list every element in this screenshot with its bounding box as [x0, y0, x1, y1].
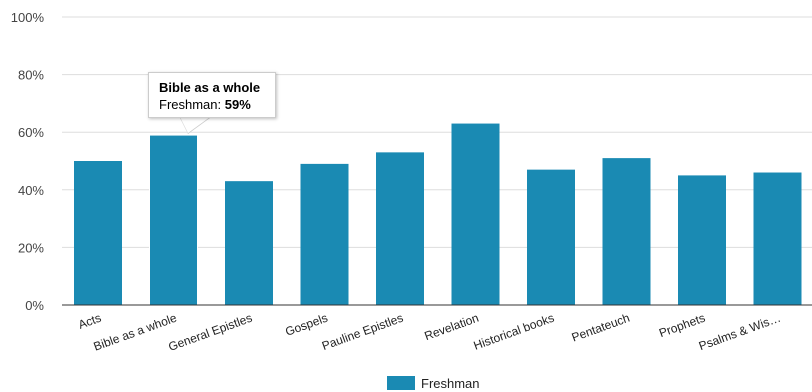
y-tick-label: 100% — [11, 10, 45, 25]
y-tick-label: 80% — [18, 68, 44, 83]
bar[interactable] — [678, 175, 726, 305]
y-tick-label: 20% — [18, 240, 44, 255]
x-tick-label: Acts — [76, 311, 103, 332]
bar[interactable] — [149, 134, 198, 306]
bar[interactable] — [300, 163, 349, 305]
y-tick-label: 0% — [25, 298, 44, 313]
bar[interactable] — [527, 169, 575, 305]
x-tick-label: Prophets — [657, 311, 707, 341]
y-tick-label: 40% — [18, 183, 44, 198]
bar[interactable] — [376, 152, 424, 305]
x-tick-label: Historical books — [472, 311, 556, 353]
tooltip-body: Freshman: 59% — [159, 96, 265, 113]
tooltip-value: 59% — [224, 97, 251, 112]
tooltip-pointer — [180, 117, 210, 133]
x-tick-label: Psalms & Wis… — [697, 311, 783, 354]
tooltip-series-label: Freshman: — [159, 97, 225, 112]
bar[interactable] — [602, 158, 651, 305]
x-tick-label: Bible as a whole — [92, 311, 179, 354]
tooltip-title: Bible as a whole — [159, 80, 261, 95]
bar[interactable] — [74, 161, 122, 305]
chart-tooltip: Bible as a whole Freshman: 59% — [148, 72, 276, 118]
x-tick-label: General Epistles — [167, 311, 255, 354]
x-tick-label: Pauline Epistles — [320, 311, 405, 353]
x-tick-label: Gospels — [283, 311, 329, 339]
x-tick-label: Revelation — [422, 311, 480, 344]
bar[interactable] — [225, 181, 273, 305]
legend-label[interactable]: Freshman — [421, 376, 480, 391]
bar[interactable] — [451, 123, 500, 305]
y-tick-label: 60% — [18, 125, 44, 140]
legend-swatch[interactable] — [387, 376, 415, 390]
x-tick-label: Pentateuch — [570, 311, 632, 345]
bar[interactable] — [753, 172, 802, 305]
